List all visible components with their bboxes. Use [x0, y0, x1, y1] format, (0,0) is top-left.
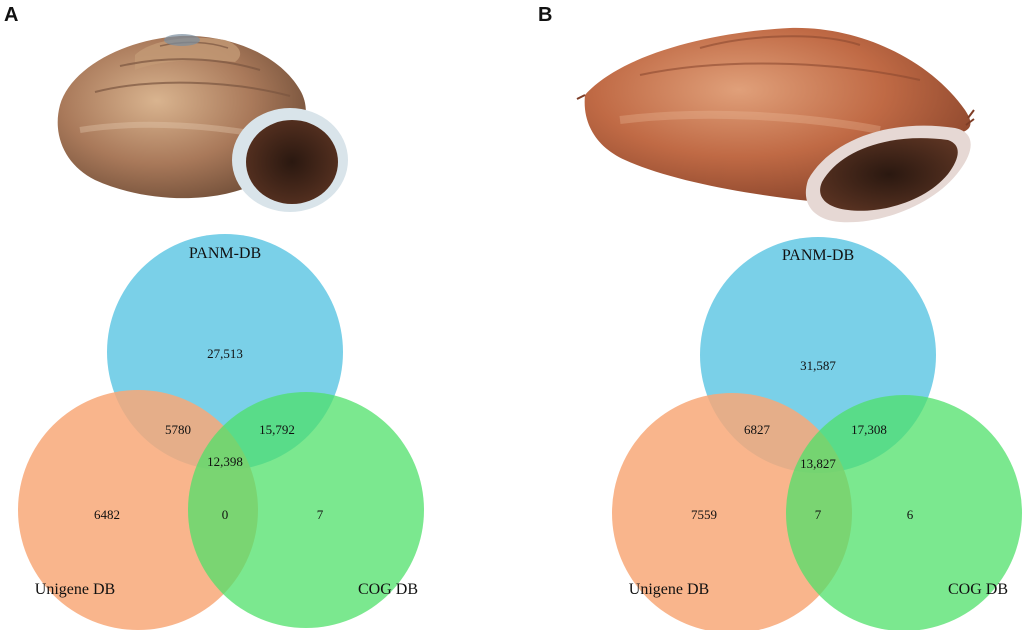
circle-cog-db [188, 392, 424, 628]
circle-cog-db [786, 395, 1022, 630]
value-cog-only: 7 [317, 507, 324, 522]
value-all-three: 13,827 [800, 456, 836, 471]
value-panm-cog: 15,792 [259, 422, 295, 437]
value-unigene-only: 7559 [691, 507, 717, 522]
label-cog-db: COG DB [358, 581, 418, 598]
value-unigene-cog: 7 [815, 507, 822, 522]
shell-photo-1 [57, 34, 348, 212]
label-panm-db: PANM-DB [189, 245, 261, 262]
shell-photo-2 [576, 27, 975, 223]
label-unigene-db: Unigene DB [35, 581, 115, 598]
value-panm-only: 27,513 [207, 346, 243, 361]
venn-diagram-b: PANM-DB Unigene DB COG DB 31,587 6827 17… [612, 237, 1022, 630]
value-unigene-only: 6482 [94, 507, 120, 522]
label-unigene-db: Unigene DB [629, 581, 709, 598]
circle-unigene-db [18, 390, 258, 630]
circle-unigene-db [612, 393, 852, 630]
panel-b-letter: B [538, 4, 553, 26]
value-panm-unigene: 6827 [744, 422, 771, 437]
value-panm-cog: 17,308 [851, 422, 887, 437]
label-panm-db: PANM-DB [782, 247, 854, 264]
label-cog-db: COG DB [948, 581, 1008, 598]
value-panm-only: 31,587 [800, 358, 836, 373]
value-panm-unigene: 5780 [165, 422, 191, 437]
value-cog-only: 6 [907, 507, 914, 522]
value-all-three: 12,398 [207, 454, 243, 469]
value-unigene-cog: 0 [222, 507, 229, 522]
panel-a-letter: A [4, 4, 19, 26]
venn-diagram-a: PANM-DB Unigene DB COG DB 27,513 5780 15… [18, 234, 424, 630]
